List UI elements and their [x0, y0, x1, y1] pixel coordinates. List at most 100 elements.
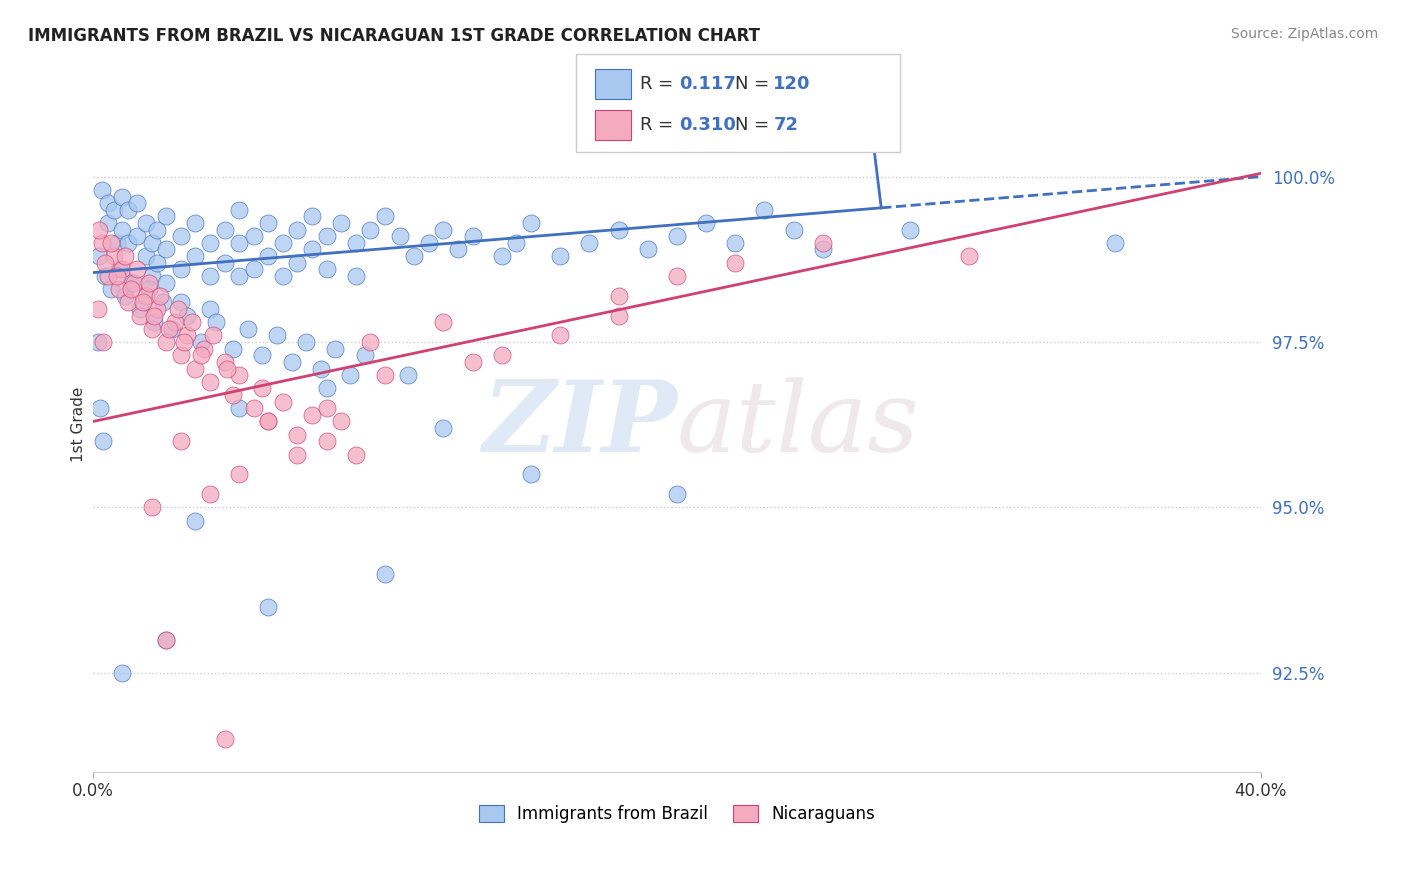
Point — [271, 268, 294, 283]
Point — [461, 355, 484, 369]
Point — [388, 229, 411, 244]
Point — [811, 243, 834, 257]
Point — [176, 328, 198, 343]
Point — [344, 448, 367, 462]
Point — [170, 262, 193, 277]
Point — [432, 222, 454, 236]
Y-axis label: 1st Grade: 1st Grade — [72, 387, 86, 462]
Point — [111, 189, 134, 203]
Point — [166, 301, 188, 316]
Point — [214, 255, 236, 269]
Point — [252, 348, 274, 362]
Point — [665, 268, 688, 283]
Point — [287, 255, 309, 269]
Point — [155, 210, 177, 224]
Point — [198, 268, 221, 283]
Point — [301, 243, 323, 257]
Point — [222, 388, 245, 402]
Point — [257, 216, 280, 230]
Text: Source: ZipAtlas.com: Source: ZipAtlas.com — [1230, 27, 1378, 41]
Point — [228, 401, 250, 416]
Point — [138, 276, 160, 290]
Point — [607, 289, 630, 303]
Point — [344, 268, 367, 283]
Point — [149, 289, 172, 303]
Text: 0.310: 0.310 — [679, 116, 735, 134]
Text: R =: R = — [640, 116, 679, 134]
Point — [315, 434, 337, 449]
Point — [170, 434, 193, 449]
Point — [103, 249, 125, 263]
Point — [432, 421, 454, 435]
Point — [105, 268, 128, 283]
Text: N =: N = — [735, 116, 775, 134]
Point — [173, 334, 195, 349]
Point — [214, 355, 236, 369]
Point — [315, 381, 337, 395]
Point — [157, 322, 180, 336]
Point — [108, 282, 131, 296]
Point — [1104, 235, 1126, 250]
Point — [271, 394, 294, 409]
Point — [135, 216, 157, 230]
Point — [184, 249, 207, 263]
Text: IMMIGRANTS FROM BRAZIL VS NICARAGUAN 1ST GRADE CORRELATION CHART: IMMIGRANTS FROM BRAZIL VS NICARAGUAN 1ST… — [28, 27, 761, 45]
Point — [114, 289, 136, 303]
Text: R =: R = — [640, 75, 679, 93]
Point — [100, 282, 122, 296]
Point — [111, 665, 134, 680]
Point — [432, 315, 454, 329]
Point — [170, 348, 193, 362]
Point — [301, 210, 323, 224]
Point — [257, 414, 280, 428]
Point — [176, 309, 198, 323]
Point — [143, 309, 166, 323]
Point — [782, 222, 804, 236]
Point — [217, 361, 239, 376]
Point — [359, 334, 381, 349]
Point — [146, 301, 169, 316]
Point — [353, 348, 375, 362]
Point — [170, 295, 193, 310]
Point — [396, 368, 419, 383]
Text: 0.117: 0.117 — [679, 75, 735, 93]
Point — [184, 216, 207, 230]
Point — [184, 514, 207, 528]
Point — [242, 401, 264, 416]
Point — [404, 249, 426, 263]
Point — [201, 328, 224, 343]
Point — [125, 229, 148, 244]
Point — [143, 315, 166, 329]
Point — [339, 368, 361, 383]
Point — [155, 276, 177, 290]
Point — [125, 262, 148, 277]
Point — [548, 249, 571, 263]
Point — [135, 249, 157, 263]
Point — [193, 342, 215, 356]
Point — [309, 361, 332, 376]
Point — [287, 427, 309, 442]
Point — [301, 408, 323, 422]
Point — [344, 235, 367, 250]
Point — [155, 632, 177, 647]
Point — [374, 566, 396, 581]
Point — [418, 235, 440, 250]
Point — [665, 487, 688, 501]
Point — [141, 268, 163, 283]
Point — [198, 235, 221, 250]
Point — [86, 334, 108, 349]
Text: 120: 120 — [773, 75, 811, 93]
Point — [461, 229, 484, 244]
Point — [141, 500, 163, 515]
Point — [374, 368, 396, 383]
Point — [287, 222, 309, 236]
Point — [252, 381, 274, 395]
Point — [97, 216, 120, 230]
Point — [325, 342, 347, 356]
Point — [228, 235, 250, 250]
Point — [315, 229, 337, 244]
Point — [181, 315, 204, 329]
Point — [214, 731, 236, 746]
Point — [122, 276, 145, 290]
Point — [170, 229, 193, 244]
